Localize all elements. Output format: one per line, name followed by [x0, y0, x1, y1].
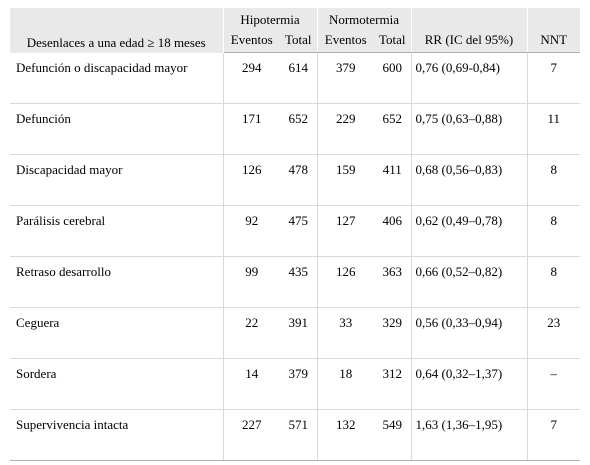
cell-normothermia-events: 229	[317, 103, 374, 155]
cell-rr: 1,63 (1,36–1,95)	[411, 409, 528, 461]
header-total-normothermia: Total	[374, 30, 412, 53]
header-outcome: Desenlaces a una edad ≥ 18 meses	[10, 8, 224, 53]
cell-nnt: 7	[527, 409, 580, 461]
cell-outcome: Discapacidad mayor	[10, 154, 224, 206]
cell-normothermia-total: 406	[374, 205, 412, 257]
cell-normothermia-events: 159	[317, 154, 374, 206]
table-row: Defunción o discapacidad mayor 294 614 379 6…	[10, 52, 580, 104]
cell-nnt: 7	[527, 52, 580, 104]
cell-rr: 0,64 (0,32–1,37)	[411, 358, 528, 410]
cell-hypothermia-total: 614	[280, 52, 318, 104]
header-group-normothermia: Normotermia	[317, 8, 412, 30]
cell-nnt: –	[527, 358, 580, 410]
cell-hypothermia-events: 92	[223, 205, 280, 257]
cell-hypothermia-events: 294	[223, 52, 280, 104]
cell-hypothermia-total: 652	[280, 103, 318, 155]
cell-nnt: 8	[527, 205, 580, 257]
header-total-hypothermia: Total	[280, 30, 318, 53]
cell-normothermia-events: 127	[317, 205, 374, 257]
header-events-hypothermia: Eventos	[223, 30, 280, 53]
cell-rr: 0,68 (0,56–0,83)	[411, 154, 528, 206]
cell-hypothermia-total: 379	[280, 358, 318, 410]
cell-normothermia-total: 329	[374, 307, 412, 359]
cell-normothermia-total: 600	[374, 52, 412, 104]
cell-outcome: Defunción	[10, 103, 224, 155]
cell-rr: 0,56 (0,33–0,94)	[411, 307, 528, 359]
cell-normothermia-total: 312	[374, 358, 412, 410]
cell-normothermia-events: 379	[317, 52, 374, 104]
table-row: Discapacidad mayor 126 478 159 411 0,68 (0,56…	[10, 154, 580, 206]
table-row: Sordera 14 379 18 312 0,64 (0,32–1,37) –	[10, 358, 580, 410]
table-row: Retraso desarrollo 99 435 126 363 0,66 (0,52–…	[10, 256, 580, 308]
cell-normothermia-total: 652	[374, 103, 412, 155]
cell-outcome: Supervivencia intacta	[10, 409, 224, 461]
cell-rr: 0,62 (0,49–0,78)	[411, 205, 528, 257]
cell-normothermia-total: 549	[374, 409, 412, 461]
cell-normothermia-events: 126	[317, 256, 374, 308]
cell-rr: 0,75 (0,63–0,88)	[411, 103, 528, 155]
cell-outcome: Defunción o discapacidad mayor	[10, 52, 224, 104]
cell-hypothermia-events: 22	[223, 307, 280, 359]
cell-nnt: 23	[527, 307, 580, 359]
table-row: Ceguera 22 391 33 329 0,56 (0,33–0,94) 23	[10, 307, 580, 359]
cell-hypothermia-events: 171	[223, 103, 280, 155]
cell-rr: 0,76 (0,69-0,84)	[411, 52, 528, 104]
header-spacer-nnt	[527, 8, 580, 30]
cell-hypothermia-events: 126	[223, 154, 280, 206]
table-row: Supervivencia intacta 227 571 132 549 1,63 (1…	[10, 409, 580, 461]
table-header: Desenlaces a una edad ≥ 18 meses Hipoter…	[10, 8, 580, 53]
outcomes-table: Desenlaces a una edad ≥ 18 meses Hipoter…	[10, 8, 580, 461]
header-spacer-rr	[411, 8, 528, 30]
cell-normothermia-events: 33	[317, 307, 374, 359]
cell-outcome: Ceguera	[10, 307, 224, 359]
cell-normothermia-total: 411	[374, 154, 412, 206]
cell-normothermia-total: 363	[374, 256, 412, 308]
cell-nnt: 8	[527, 256, 580, 308]
cell-hypothermia-events: 227	[223, 409, 280, 461]
cell-rr: 0,66 (0,52–0,82)	[411, 256, 528, 308]
table-row: Defunción 171 652 229 652 0,75 (0,63–0,88) 11	[10, 103, 580, 155]
header-nnt: NNT	[527, 30, 580, 53]
cell-normothermia-events: 132	[317, 409, 374, 461]
cell-hypothermia-total: 571	[280, 409, 318, 461]
cell-hypothermia-total: 478	[280, 154, 318, 206]
cell-nnt: 8	[527, 154, 580, 206]
cell-outcome: Parálisis cerebral	[10, 205, 224, 257]
cell-hypothermia-total: 391	[280, 307, 318, 359]
cell-hypothermia-total: 475	[280, 205, 318, 257]
table-row: Parálisis cerebral 92 475 127 406 0,62 (0,49–…	[10, 205, 580, 257]
header-rr: RR (IC del 95%)	[411, 30, 528, 53]
header-group-hypothermia: Hipotermia	[223, 8, 318, 30]
cell-nnt: 11	[527, 103, 580, 155]
cell-hypothermia-events: 99	[223, 256, 280, 308]
header-events-normothermia: Eventos	[317, 30, 374, 53]
cell-outcome: Retraso desarrollo	[10, 256, 224, 308]
cell-outcome: Sordera	[10, 358, 224, 410]
table-body: Defunción o discapacidad mayor 294 614 379 6…	[10, 52, 580, 461]
cell-normothermia-events: 18	[317, 358, 374, 410]
cell-hypothermia-events: 14	[223, 358, 280, 410]
cell-hypothermia-total: 435	[280, 256, 318, 308]
